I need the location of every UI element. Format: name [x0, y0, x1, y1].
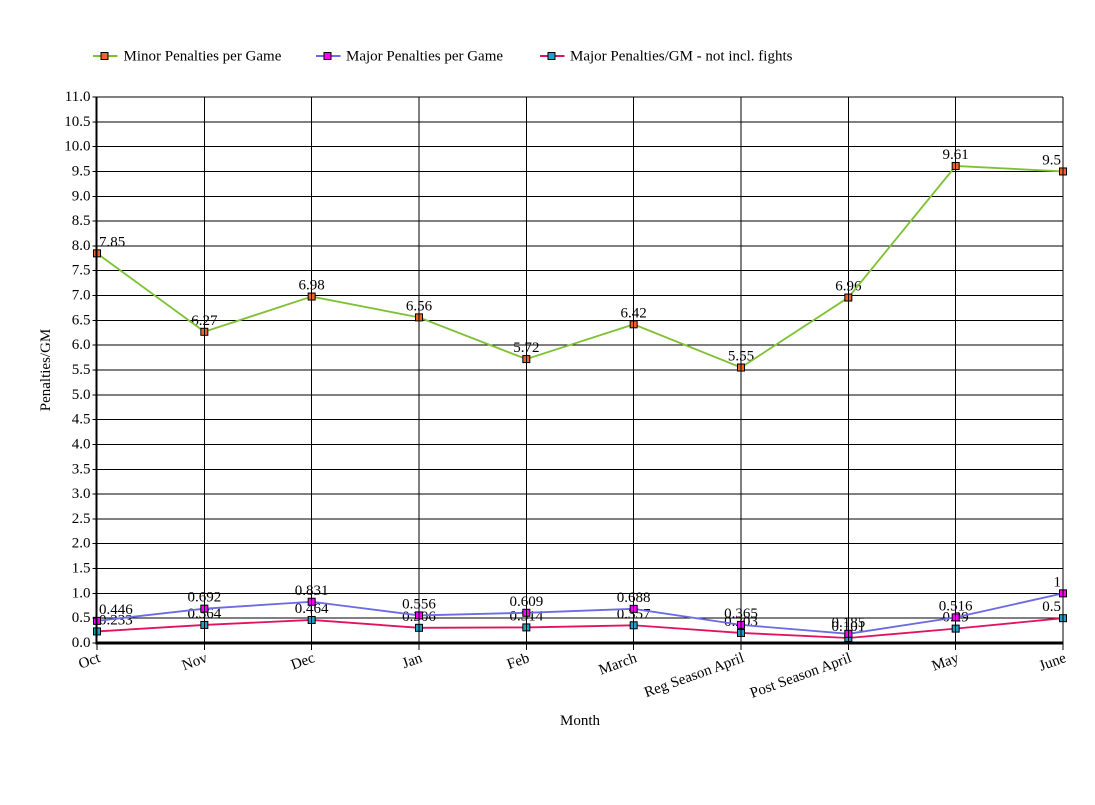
svg-text:0.5: 0.5: [72, 610, 91, 626]
svg-text:5.5: 5.5: [72, 362, 91, 378]
svg-text:4.5: 4.5: [72, 412, 91, 428]
svg-text:3.0: 3.0: [72, 486, 91, 502]
svg-text:1: 1: [1054, 574, 1062, 590]
svg-text:8.0: 8.0: [72, 238, 91, 254]
svg-text:0.446: 0.446: [99, 602, 133, 618]
svg-text:0.233: 0.233: [99, 612, 133, 628]
svg-text:Feb: Feb: [505, 650, 532, 673]
svg-text:Jan: Jan: [400, 650, 425, 672]
svg-text:9.5: 9.5: [1042, 152, 1061, 168]
svg-text:Oct: Oct: [77, 650, 104, 673]
svg-text:2.5: 2.5: [72, 511, 91, 527]
svg-text:Minor Penalties per Game: Minor Penalties per Game: [124, 49, 282, 65]
svg-text:9.5: 9.5: [72, 163, 91, 179]
svg-text:Month: Month: [560, 713, 601, 729]
svg-text:3.5: 3.5: [72, 461, 91, 477]
svg-text:7.0: 7.0: [72, 288, 91, 304]
svg-text:0.0: 0.0: [72, 635, 91, 651]
svg-text:Penalties/GM: Penalties/GM: [38, 329, 54, 412]
svg-text:1.0: 1.0: [72, 585, 91, 601]
svg-text:Major Penalties per Game: Major Penalties per Game: [346, 49, 503, 65]
svg-text:9.0: 9.0: [72, 188, 91, 204]
svg-text:5.0: 5.0: [72, 387, 91, 403]
svg-text:10.5: 10.5: [64, 114, 90, 130]
svg-text:1.5: 1.5: [72, 561, 91, 577]
svg-text:2.0: 2.0: [72, 536, 91, 552]
svg-text:0.5: 0.5: [1042, 599, 1061, 615]
svg-text:Major Penalties/GM - not incl.: Major Penalties/GM - not incl. fights: [570, 49, 793, 65]
svg-text:6.5: 6.5: [72, 312, 91, 328]
svg-text:6.0: 6.0: [72, 337, 91, 353]
svg-text:11.0: 11.0: [65, 89, 91, 105]
svg-text:8.5: 8.5: [72, 213, 91, 229]
svg-text:7.5: 7.5: [72, 263, 91, 279]
svg-text:4.0: 4.0: [72, 436, 91, 452]
svg-text:10.0: 10.0: [64, 139, 90, 155]
svg-text:7.85: 7.85: [99, 234, 125, 250]
svg-text:Dec: Dec: [289, 650, 317, 673]
